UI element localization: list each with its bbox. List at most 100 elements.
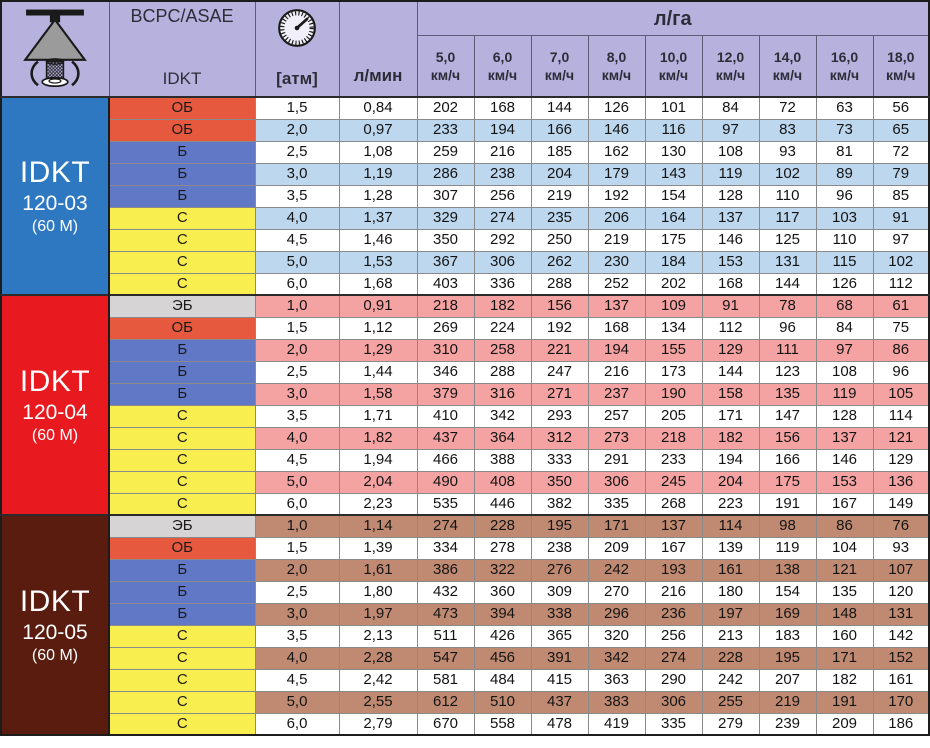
pressure-cell: 4,5: [254, 228, 340, 252]
pressure-cell: 4,0: [254, 206, 340, 230]
section-note: (60 M): [31, 218, 79, 236]
rate-cell: 279: [701, 712, 760, 736]
rate-cell: 274: [416, 514, 475, 538]
rate-cell: 391: [530, 646, 589, 670]
rate-cell: 160: [815, 624, 874, 648]
table-row: С 5,0 1,53 367 306 262 230 184 153 131 115 102: [1, 250, 930, 274]
rate-cell: 209: [815, 712, 874, 736]
flow-cell: 1,29: [338, 338, 418, 362]
rate-cell: 207: [758, 668, 817, 692]
spray-nozzle-icon: [23, 9, 88, 87]
rate-cell: 137: [701, 206, 760, 230]
rate-cell: 268: [644, 492, 703, 516]
rate-cell: 126: [815, 272, 874, 296]
rate-cell: 558: [473, 712, 532, 736]
rate-cell: 383: [587, 690, 646, 714]
rate-cell: 156: [530, 294, 589, 318]
standard-label: BCPC/ASAE: [130, 6, 234, 26]
rate-cell: 238: [530, 536, 589, 560]
rate-cell: 195: [758, 646, 817, 670]
rate-cell: 286: [416, 162, 475, 186]
speed-value: 12,0: [716, 48, 745, 65]
speed-unit: км/ч: [772, 67, 803, 84]
pressure-cell: 6,0: [254, 492, 340, 516]
pressure-unit-label: [атм]: [276, 68, 318, 88]
rate-cell: 153: [815, 470, 874, 494]
rate-cell: 147: [758, 404, 817, 428]
rate-cell: 432: [416, 580, 475, 604]
droplet-class-cell: Б: [108, 184, 256, 208]
pressure-cell: 5,0: [254, 250, 340, 274]
rate-cell: 123: [758, 360, 817, 384]
speed-unit: км/ч: [601, 67, 632, 84]
droplet-class-cell: С: [108, 668, 256, 692]
rate-cell: 76: [872, 514, 930, 538]
rate-cell: 194: [587, 338, 646, 362]
rate-cell: 410: [416, 404, 475, 428]
pressure-cell: 6,0: [254, 272, 340, 296]
rate-cell: 166: [530, 118, 589, 142]
rate-cell: 186: [872, 712, 930, 736]
flow-cell: 1,97: [338, 602, 418, 626]
table-row: С 3,5 2,13 511 426 365 320 256 213 183 160 142: [1, 624, 930, 648]
rate-cell: 86: [815, 514, 874, 538]
rate-cell: 109: [644, 294, 703, 318]
speed-value: 8,0: [606, 48, 627, 65]
section-model: 120-05: [22, 621, 88, 645]
droplet-class-cell: С: [108, 250, 256, 274]
rate-cell: 192: [530, 316, 589, 340]
rate-cell: 168: [701, 272, 760, 296]
rate-cell: 247: [530, 360, 589, 384]
rate-cell: 93: [872, 536, 930, 560]
header-row-units: BCPC/ASAE IDKT [атм] л/мин л/га: [0, 0, 930, 98]
speed-value: 6,0: [492, 48, 513, 65]
flow-cell: 0,84: [338, 96, 418, 120]
flow-cell: 0,97: [338, 118, 418, 142]
droplet-class-cell: Б: [108, 558, 256, 582]
rate-cell: 239: [758, 712, 817, 736]
rate-cell: 96: [815, 184, 874, 208]
rate-cell: 129: [701, 338, 760, 362]
flow-cell: 1,14: [338, 514, 418, 538]
rate-cell: 278: [473, 536, 532, 560]
pressure-cell: 3,0: [254, 602, 340, 626]
section-note: (60 M): [31, 427, 79, 445]
pressure-cell: 4,5: [254, 668, 340, 692]
rate-cell: 121: [872, 426, 930, 450]
rate-cell: 182: [473, 294, 532, 318]
pressure-cell: 3,5: [254, 184, 340, 208]
rate-cell: 119: [815, 382, 874, 406]
rate-cell: 162: [587, 140, 646, 164]
rate-cell: 193: [644, 558, 703, 582]
rate-cell: 116: [644, 118, 703, 142]
flow-cell: 2,79: [338, 712, 418, 736]
rate-cell: 205: [644, 404, 703, 428]
rate-cell: 108: [701, 140, 760, 164]
rate-cell: 137: [587, 294, 646, 318]
speed-header-8: 18,0 км/ч: [872, 35, 930, 99]
rate-cell: 154: [644, 184, 703, 208]
rate-cell: 86: [872, 338, 930, 362]
rate-cell: 408: [473, 470, 532, 494]
rate-cell: 221: [530, 338, 589, 362]
rate-cell: 466: [416, 448, 475, 472]
rate-cell: 119: [758, 536, 817, 560]
rate-cell: 120: [872, 580, 930, 604]
rate-cell: 182: [701, 426, 760, 450]
rate-cell: 293: [530, 404, 589, 428]
rate-cell: 379: [416, 382, 475, 406]
rate-cell: 98: [758, 514, 817, 538]
table-row: С 6,0 2,79 670 558 478 419 335 279 239 209 186: [1, 712, 930, 736]
rate-cell: 169: [758, 602, 817, 626]
rate-cell: 128: [701, 184, 760, 208]
rate-cell: 291: [587, 448, 646, 472]
rate-cell: 364: [473, 426, 532, 450]
rate-cell: 415: [530, 668, 589, 692]
droplet-class-cell: ОБ: [108, 316, 256, 340]
rate-cell: 216: [587, 360, 646, 384]
rate-cell: 271: [530, 382, 589, 406]
rate-cell: 320: [587, 624, 646, 648]
rate-cell: 135: [758, 382, 817, 406]
table-row: С 4,0 1,37 329 274 235 206 164 137 117 103 91: [1, 206, 930, 230]
pressure-cell: 1,0: [254, 294, 340, 318]
